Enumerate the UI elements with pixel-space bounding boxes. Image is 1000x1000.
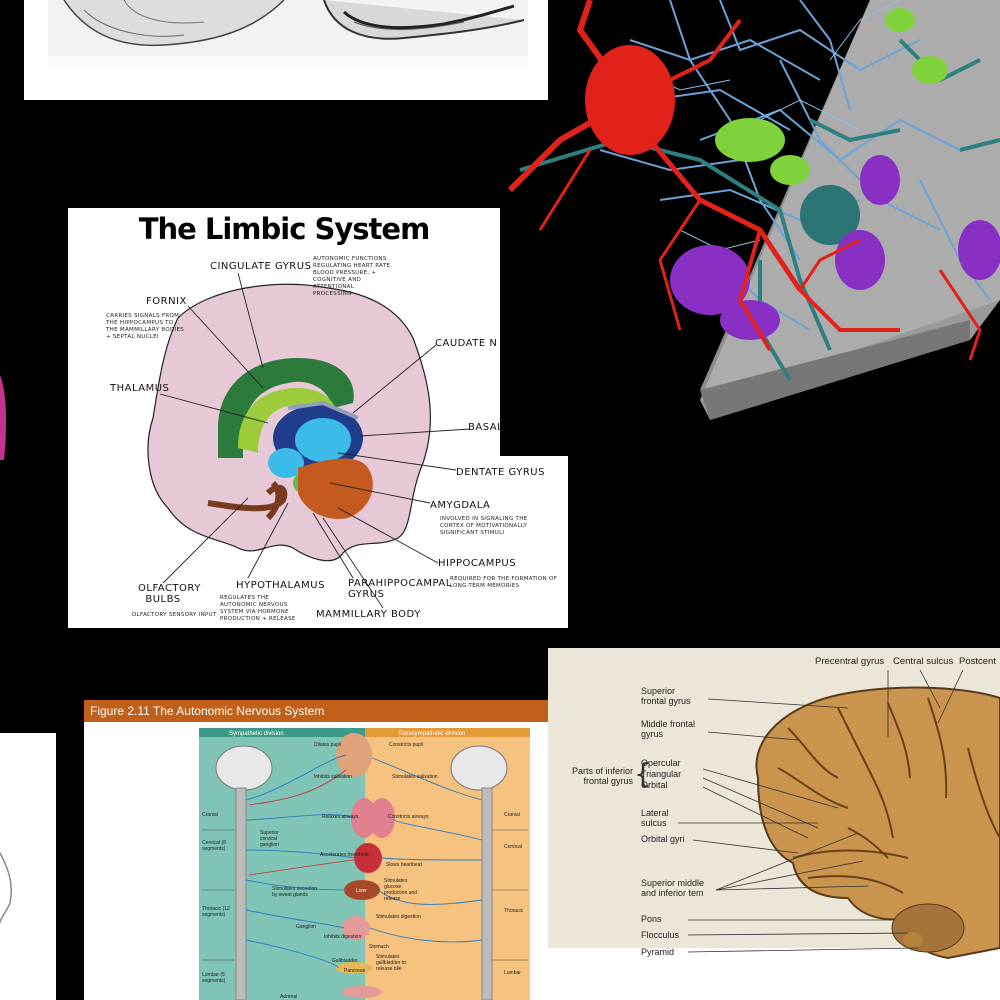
note-stimulates-salivation: Stimulates salivation [392,774,438,780]
label-dentate-gyrus: DENTATE GYRUS [456,467,545,478]
right-region-cranial: Cranial [504,812,520,818]
label-orbital-gyri: Orbital gyri [641,834,685,844]
note-adrenal: Adrenal [280,994,298,1000]
label-triangular: Triangular [641,769,682,779]
left-region-cranial: Cranial [202,812,218,818]
sympathetic-header: Sympathetic division [229,731,284,737]
note-constricts-airways: Constricts airways [388,814,429,820]
limbic-system-drawing [68,208,568,628]
note-constricts-pupil: Constricts pupil [389,742,424,748]
note-olfactory: OLFACTORY SENSORY INPUT [132,612,217,618]
autonomic-diagram [199,728,530,1000]
note-slows-heartbeat: Slows heartbeat [386,862,422,868]
note-relaxes-airways: Relaxes airways [322,814,359,820]
note-liver: Liver [356,888,367,894]
label-opercular: Opercular [641,758,681,768]
note-bile: Stimulates gallbladder to release bile [376,954,407,972]
label-cingulate-gyrus: CINGULATE GYRUS [210,261,312,272]
label-temporal-gyri: Superior middle and inferior tem [641,878,705,898]
note-ganglion: Ganglion [296,924,317,930]
note-cingulate-gyrus: AUTONOMIC FUNCTIONS REGULATING HEART RAT… [313,256,393,297]
limbic-title: The Limbic System [138,212,431,246]
note-hypothalamus: REGULATES THE AUTONOMIC NERVOUS SYSTEM V… [220,595,296,622]
note-sweat-glands: Stimulates secretion by sweat glands [272,886,318,898]
note-glucose: Stimulates glucose production and releas… [384,878,418,902]
cerebral-cortex-drawing [548,669,1000,1000]
label-basal: BASAL [468,422,504,433]
label-hypothalamus: HYPOTHALAMUS [236,580,325,591]
note-dilates-pupil: Dilates pupil [314,742,342,748]
right-region-cervical: Cervical [504,844,523,850]
parasympathetic-header: Parasympathetic division [399,731,466,737]
brace-inferior-frontal: { [634,757,652,790]
label-orbital: Orbital [641,780,668,790]
label-pons: Pons [641,914,662,924]
left-region-thoracic: Thoracic (12 segments) [202,906,230,918]
neuron-render-drawing [507,0,1000,420]
white-sketch-fragment[interactable] [0,733,56,1000]
right-region-thoracic: Thoracic [504,908,524,914]
note-stimulates-digestion: Stimulates digestion [376,914,421,920]
label-fornix: FORNIX [146,296,187,307]
note-superior-cervical-ganglion: Superior cervical ganglion [260,830,279,848]
limbic-system-tile[interactable]: The Limbic System CINGULATE GYRUS AUTONO… [68,208,568,628]
cerebral-cortex-tile[interactable]: Precentral gyrus Central sulcus Postcent… [548,648,1000,1000]
note-accelerates-heartbeat: Accelerates heartbeat [320,852,369,858]
label-olfactory-bulbs: OLFACTORY BULBS [138,583,201,605]
note-amygdala: INVOLVED IN SIGNALING THE CORTEX OF MOTI… [440,516,528,536]
label-postcentral: Postcent [959,656,996,667]
label-lateral-sulcus: Lateral sulcus [641,808,669,828]
note-inhibits-digestion: Inhibits digestion [324,934,362,940]
left-region-cervical: Cervical (8 segments) [202,840,226,852]
magenta-fragment [0,375,8,460]
note-pancreas: Pancreas [344,968,366,974]
neuron-render-tile[interactable] [500,0,1000,430]
hippocampus-sketch-drawing [48,0,528,68]
label-central-sulcus: Central sulcus [893,656,954,667]
label-mammillary-body: MAMMILLARY BODY [316,609,421,620]
label-parahippocampal-gyrus: PARAHIPPOCAMPAL GYRUS [348,578,452,600]
note-stomach: Stomach [369,944,389,950]
left-region-lumbar: Lumbar (5 segments) [202,972,226,984]
hippocampus-sketch-tile[interactable] [24,0,548,100]
label-pyramid: Pyramid [641,947,675,957]
note-inhibits-salivation: Inhibits salivation [314,774,353,780]
label-superior-frontal-gyrus: Superior frontal gyrus [641,686,691,706]
label-thalamus: THALAMUS [110,383,170,394]
label-amygdala: AMYGDALA [430,500,491,511]
label-flocculus: Flocculus [641,930,680,940]
label-middle-frontal-gyrus: Middle frontal gyrus [641,719,696,739]
note-hippocampus: REQUIRED FOR THE FORMATION OF LONG-TERM … [450,576,558,589]
label-precentral-gyrus: Precentral gyrus [815,656,885,667]
autonomic-system-tile[interactable]: Figure 2.11 The Autonomic Nervous System [84,700,548,1000]
note-fornix: CARRIES SIGNALS FROM THE HIPPOCAMPUS TO … [106,313,185,340]
label-parts-inferior-frontal: Parts of inferior frontal gyrus [571,766,633,786]
right-region-lumbar: Lumbar [504,970,521,976]
autonomic-header: Figure 2.11 The Autonomic Nervous System [84,700,548,722]
note-gallbladder: Gallbladder [332,958,358,964]
label-caudate-nucleus: CAUDATE N [435,338,498,349]
label-hippocampus: HIPPOCAMPUS [438,558,517,569]
